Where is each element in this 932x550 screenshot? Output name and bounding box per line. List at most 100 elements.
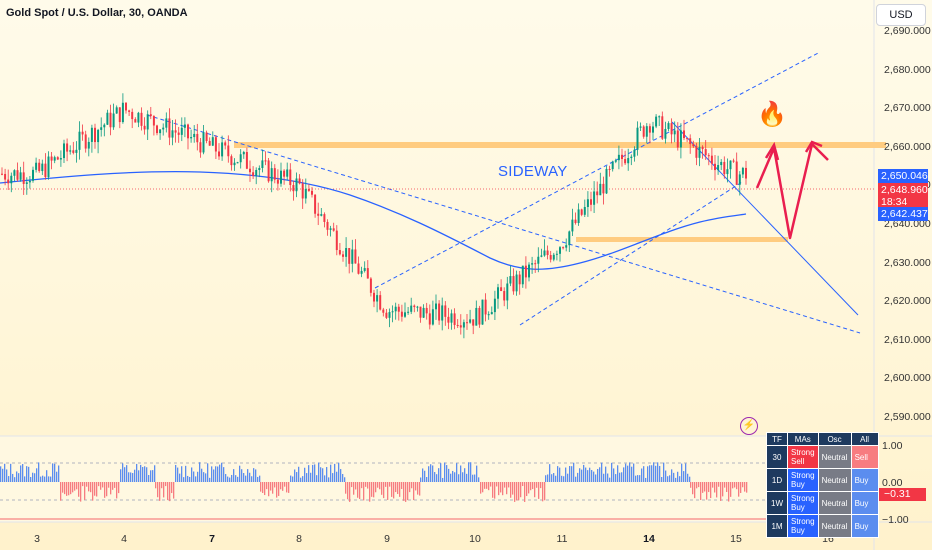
oscillator-bar (314, 464, 316, 482)
oscillator-bar (591, 470, 593, 482)
oscillator-bar (520, 482, 522, 498)
price-axis-label: 2,630.000 (884, 256, 931, 269)
oscillator-bar (430, 464, 432, 482)
candle-body (134, 119, 137, 123)
oscillator-bar (542, 482, 544, 502)
oscillator-bar (213, 469, 215, 482)
oscillator-bar (704, 482, 706, 492)
candle-body (156, 125, 158, 134)
fire-icon: 🔥 (757, 101, 787, 128)
candle-body (90, 127, 93, 142)
oscillator-bar (420, 477, 422, 482)
oscillator-bar (367, 482, 369, 489)
price-axis-label: 2,620.000 (884, 295, 931, 308)
candle-body (323, 214, 326, 222)
oscillator-bar (48, 476, 50, 482)
candle-body (422, 307, 425, 318)
lightning-icon[interactable]: ⚡ (740, 417, 758, 435)
oscillator-bar (379, 482, 381, 490)
tf-cell: 30 (766, 445, 788, 469)
oscillator-bar (268, 482, 270, 497)
candle-body (416, 306, 419, 308)
oscillator-bar (599, 467, 601, 482)
oscillator-bar (730, 482, 732, 497)
candle-body (419, 306, 422, 318)
candle-body (258, 168, 261, 171)
oscillator-bar (486, 482, 488, 489)
candle-body (233, 162, 236, 166)
candle-body (211, 137, 214, 146)
candle-body (363, 268, 366, 271)
time-axis-label: 10 (469, 533, 481, 545)
currency-button[interactable]: USD (876, 4, 926, 26)
oscillator-bar (90, 482, 92, 493)
oscillator-bar (476, 465, 478, 482)
candle-body (255, 170, 258, 176)
oscillator-bar (112, 482, 114, 490)
oscillator-bar (544, 482, 546, 501)
channel-lower-line (519, 181, 743, 326)
oscillator-bar (259, 475, 261, 482)
oscillator-bar (257, 476, 259, 482)
oscillator-bar (722, 482, 724, 497)
oscillator-bar (312, 464, 314, 482)
oscillator-bar (415, 482, 417, 491)
oscillator-bar (363, 482, 365, 501)
candle-body (165, 118, 168, 128)
oscillator-bar (401, 482, 403, 489)
oscillator-bar (710, 482, 712, 499)
candle-body (345, 248, 348, 257)
oscillator-bar (152, 470, 154, 482)
support-zone (576, 237, 788, 242)
oscillator-bar (359, 482, 361, 500)
oscillator-bar (161, 482, 163, 489)
oscillator-bar (318, 462, 320, 482)
candle-body (388, 312, 391, 318)
oscillator-bar (38, 462, 40, 482)
osc-axis-label-bottom: −1.00 (882, 514, 909, 526)
candle-body (292, 185, 295, 192)
oscillator-bar (351, 482, 353, 488)
candle-body (484, 299, 487, 315)
oscillator-bar (655, 465, 657, 482)
oscillator-bar (375, 482, 377, 493)
oscillator-bar (150, 470, 152, 482)
candle-body (407, 311, 410, 313)
oscillator-bar (154, 465, 156, 482)
candle-body (221, 142, 224, 157)
oscillator-bar (197, 471, 199, 482)
candle-body (599, 183, 602, 196)
mas-cell: Strong Buy (787, 491, 819, 515)
oscillator-bar (144, 466, 146, 482)
oscillator-bar (742, 482, 744, 488)
candle-body (683, 130, 685, 139)
candle-body (661, 116, 664, 139)
candle-body (577, 209, 580, 224)
oscillator-bar (397, 482, 399, 495)
oscillator-bar (142, 467, 144, 482)
candle-body (447, 316, 450, 323)
oscillator-bar (488, 482, 490, 491)
candle-body (298, 178, 301, 184)
downtrend-line (146, 114, 861, 334)
candle-body (224, 142, 227, 146)
candle-body (28, 180, 31, 183)
candle-body (512, 276, 515, 292)
oscillator-bar (526, 482, 528, 497)
oscillator-bar (391, 482, 393, 497)
candle-body (546, 250, 549, 256)
candle-body (686, 138, 689, 140)
oscillator-bar (698, 482, 700, 488)
oscillator-bar (4, 463, 6, 482)
oscillator-bar (14, 477, 16, 482)
candle-body (404, 312, 406, 317)
oscillator-bar (223, 467, 225, 482)
oscillator-bar (373, 482, 375, 498)
oscillator-bar (551, 474, 553, 482)
oscillator-bar (50, 476, 52, 482)
oscillator-bar (601, 462, 603, 482)
oscillator-bar (207, 463, 209, 482)
oscillator-bar (631, 466, 633, 482)
